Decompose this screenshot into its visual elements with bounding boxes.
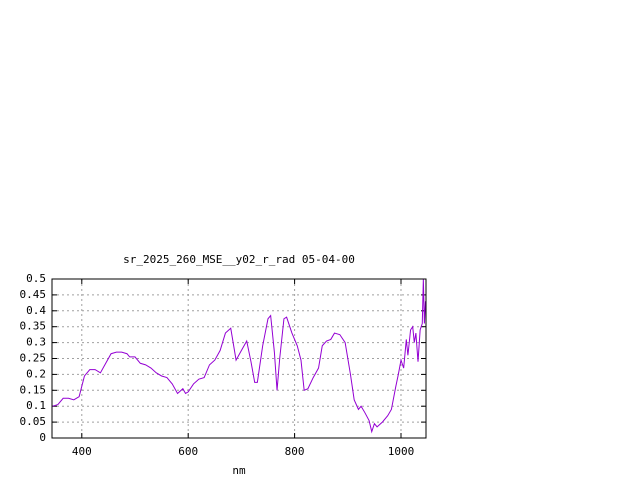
y-tick-label: 0.2 [26,367,46,380]
x-tick-label: 400 [72,445,92,458]
y-tick-label: 0.45 [20,288,47,301]
chart-title: sr_2025_260_MSE__y02_r_rad 05-04-00 [123,253,355,266]
plot-frame [51,278,427,439]
y-tick-label: 0.1 [26,399,46,412]
x-axis-label: nm [232,464,246,477]
y-tick-label: 0.4 [26,304,46,317]
y-tick-label: 0.3 [26,336,46,349]
y-tick-label: 0.5 [26,272,46,285]
x-tick-label: 1000 [388,445,415,458]
y-tick-label: 0.25 [20,352,47,365]
data-line [52,278,426,434]
y-tick-label: 0.15 [20,383,47,396]
y-tick-label: 0.05 [20,415,47,428]
x-tick-label: 800 [285,445,305,458]
x-tick-label: 600 [178,445,198,458]
y-tick-label: 0 [39,431,46,444]
y-tick-label: 0.35 [20,320,47,333]
